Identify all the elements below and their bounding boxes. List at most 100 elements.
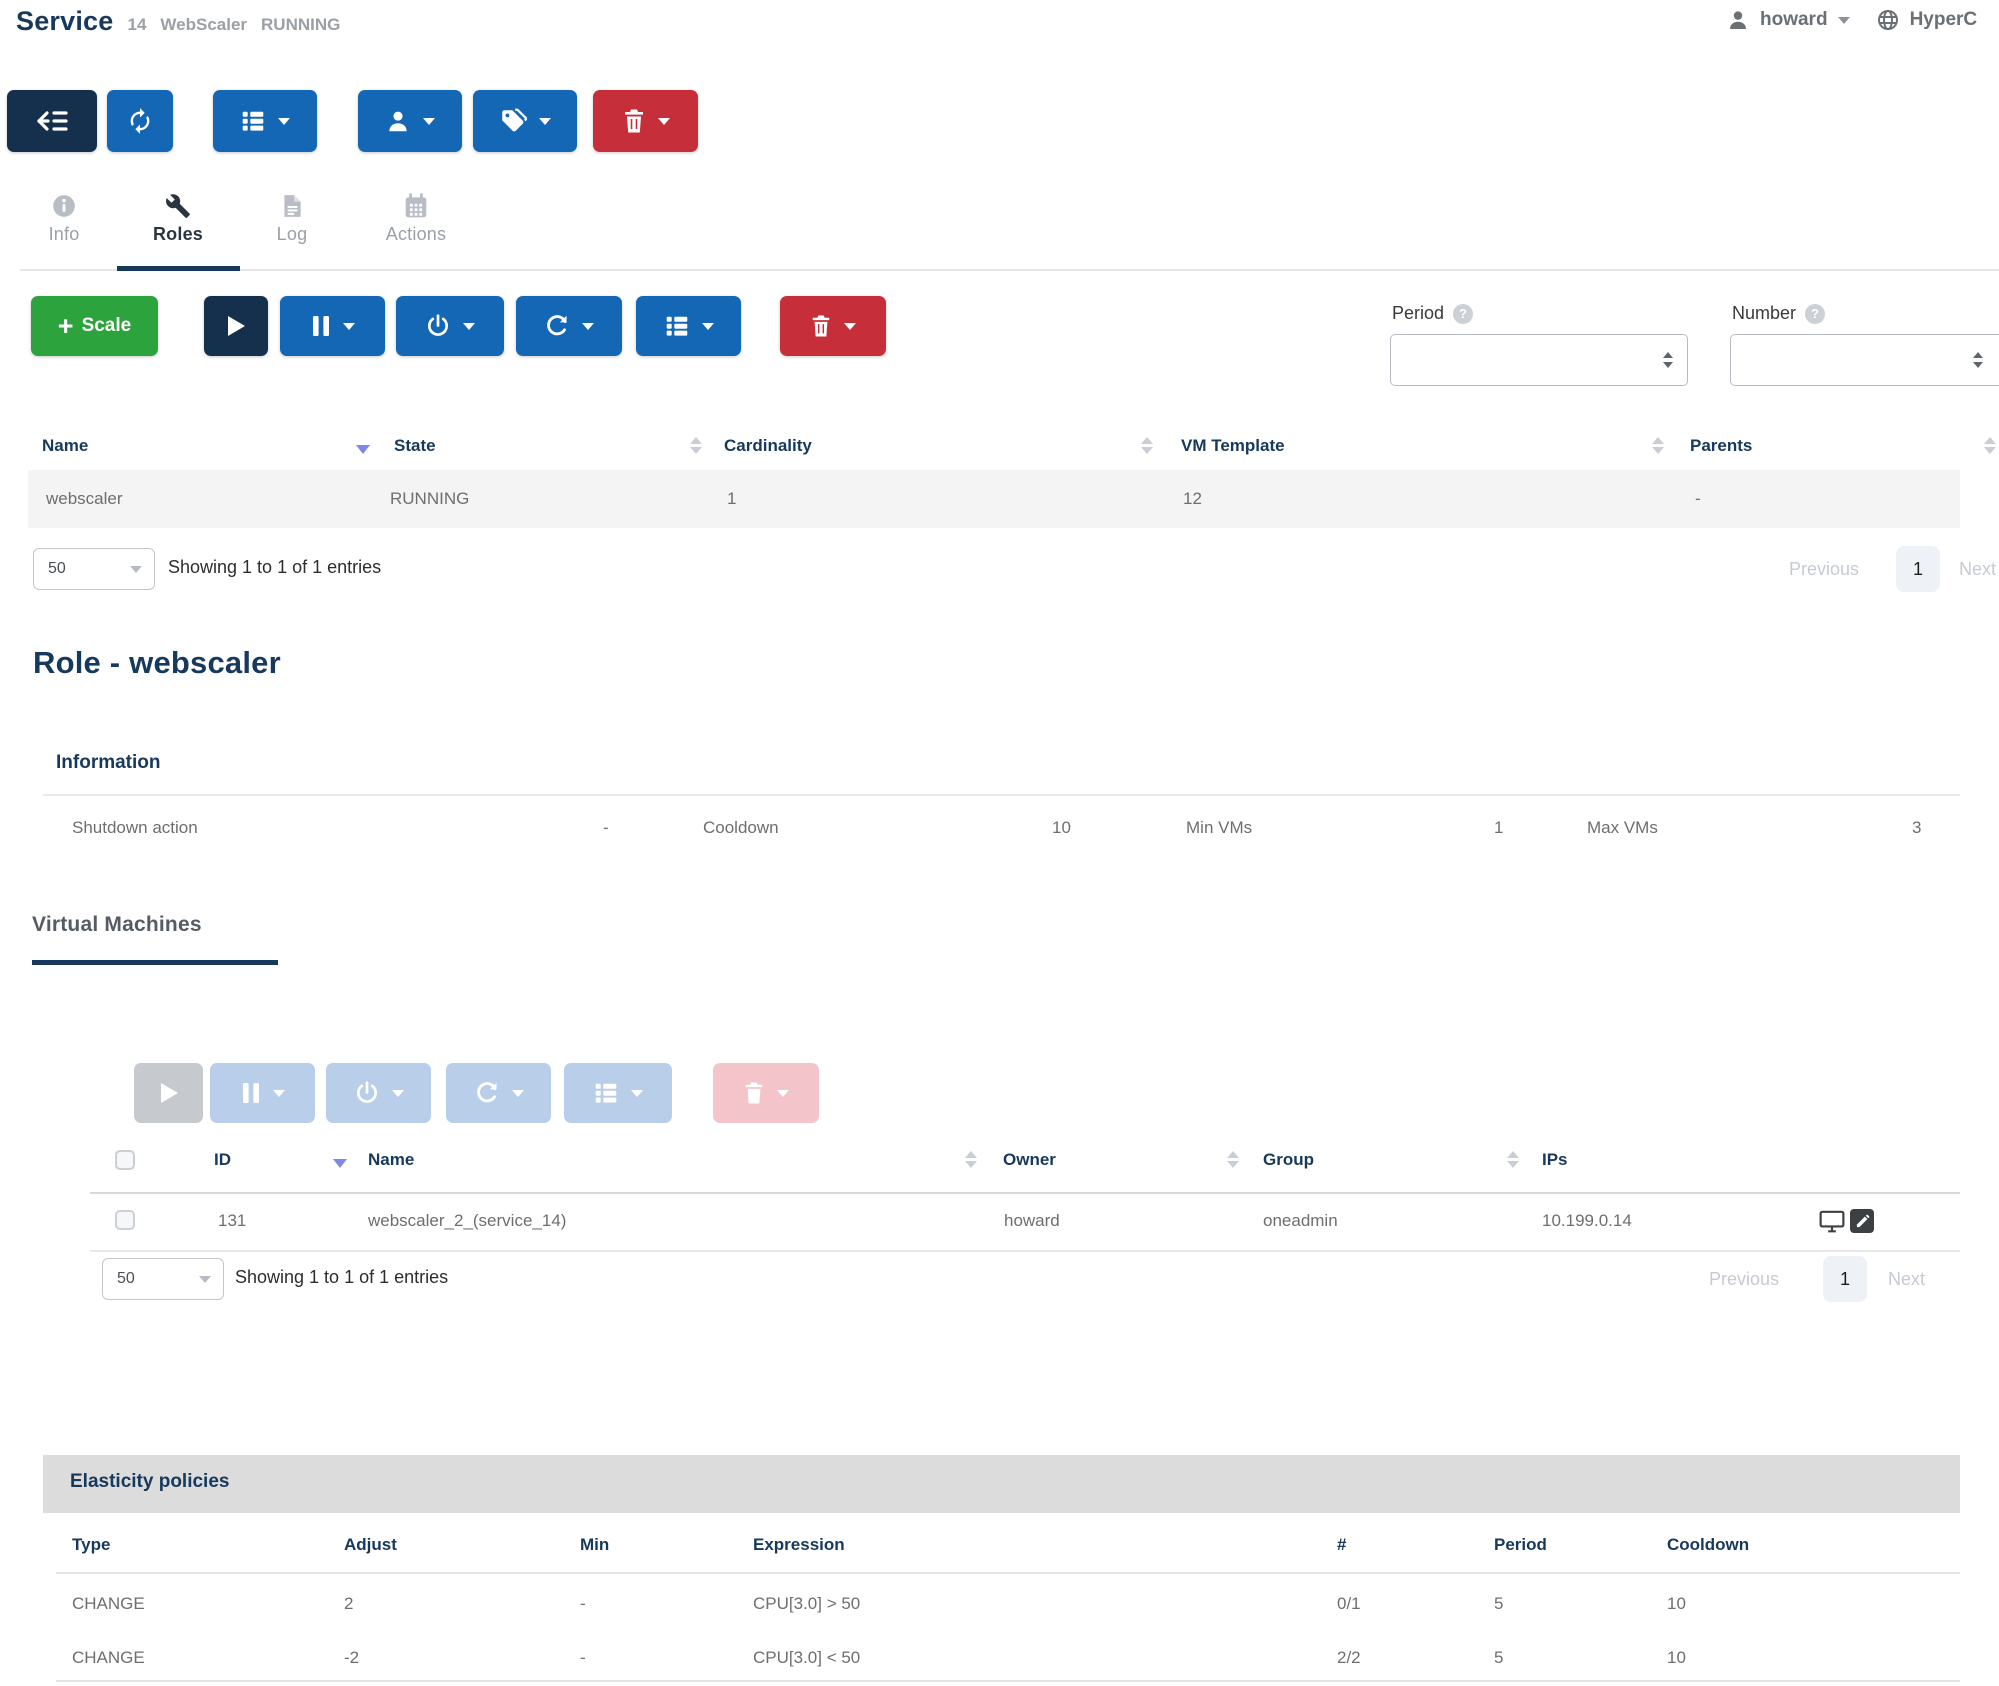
rows-grid-icon bbox=[593, 1080, 619, 1106]
refresh-button[interactable] bbox=[107, 90, 173, 152]
next-page-button[interactable]: Next bbox=[1959, 559, 1997, 579]
chevron-down-icon bbox=[701, 322, 714, 330]
trash-icon bbox=[810, 314, 832, 338]
number-spinner[interactable] bbox=[1973, 352, 1983, 368]
back-to-list-button[interactable] bbox=[7, 90, 97, 152]
page-size-select[interactable]: 50 bbox=[102, 1258, 224, 1300]
column-header-vm-name[interactable]: Name bbox=[368, 1150, 415, 1169]
help-icon[interactable]: ? bbox=[1805, 303, 1826, 324]
vm-list-dropdown-button-2[interactable] bbox=[636, 296, 741, 356]
chevron-down-icon[interactable] bbox=[1837, 16, 1850, 24]
information-title: Information bbox=[56, 752, 161, 773]
play-icon bbox=[225, 314, 247, 338]
info-value-shutdown-action: - bbox=[603, 818, 609, 837]
column-header-vm-template[interactable]: VM Template bbox=[1181, 436, 1285, 455]
page-number-button[interactable]: 1 bbox=[1896, 546, 1940, 592]
role-parents-cell: - bbox=[1695, 489, 1701, 508]
column-header-cardinality[interactable]: Cardinality bbox=[724, 436, 812, 455]
reboot-icon bbox=[474, 1080, 500, 1106]
column-header-ips[interactable]: IPs bbox=[1542, 1150, 1568, 1169]
period-field-label: Period ? bbox=[1392, 303, 1474, 324]
previous-page-button[interactable]: Previous bbox=[1789, 559, 1860, 579]
chevron-down-icon bbox=[844, 322, 856, 330]
role-state-cell: RUNNING bbox=[390, 489, 470, 508]
vm-id-cell: 131 bbox=[218, 1211, 247, 1230]
vm-list-dropdown-button[interactable] bbox=[213, 90, 317, 152]
table-row[interactable]: webscaler RUNNING 1 12 - bbox=[28, 470, 1960, 528]
page-size-select[interactable]: 50 bbox=[33, 548, 155, 590]
column-header-state[interactable]: State bbox=[394, 436, 436, 455]
column-header-id[interactable]: ID bbox=[214, 1150, 231, 1169]
sort-icon[interactable] bbox=[1507, 1151, 1519, 1168]
power-icon bbox=[354, 1080, 380, 1106]
ownership-dropdown-button[interactable] bbox=[358, 90, 462, 152]
play-button[interactable] bbox=[204, 296, 268, 356]
refresh-icon bbox=[126, 107, 154, 135]
row-checkbox[interactable] bbox=[115, 1210, 135, 1230]
pause-dropdown-button[interactable] bbox=[280, 296, 385, 356]
tabs-divider bbox=[20, 269, 1999, 271]
service-name: WebScaler bbox=[160, 15, 248, 34]
policy-adjust-cell: 2 bbox=[344, 1594, 354, 1613]
trash-icon bbox=[743, 1081, 765, 1105]
column-header-cooldown: Cooldown bbox=[1667, 1535, 1750, 1554]
next-page-button[interactable]: Next bbox=[1888, 1269, 1926, 1289]
help-icon[interactable]: ? bbox=[1453, 303, 1474, 324]
policy-min-cell: - bbox=[580, 1648, 586, 1667]
scale-button[interactable]: + Scale bbox=[31, 296, 158, 356]
virtual-machines-title[interactable]: Virtual Machines bbox=[32, 913, 202, 936]
page-number-button[interactable]: 1 bbox=[1823, 1256, 1867, 1302]
sort-icon[interactable] bbox=[1984, 437, 1996, 454]
vm-name-cell: webscaler_2_(service_14) bbox=[368, 1211, 567, 1230]
chevron-down-icon bbox=[777, 1089, 789, 1097]
column-header-owner[interactable]: Owner bbox=[1003, 1150, 1056, 1169]
sort-desc-icon[interactable] bbox=[356, 445, 370, 454]
power-dropdown-button[interactable] bbox=[396, 296, 504, 356]
sort-icon[interactable] bbox=[1227, 1151, 1239, 1168]
active-tab-underline bbox=[117, 266, 240, 271]
chevron-down-icon bbox=[463, 322, 475, 330]
policy-period-cell: 5 bbox=[1494, 1594, 1504, 1613]
table-row: CHANGE -2 - CPU[3.0] < 50 2/2 5 10 bbox=[56, 1638, 1960, 1686]
sort-icon[interactable] bbox=[690, 437, 702, 454]
reboot-icon bbox=[544, 313, 570, 339]
vnc-console-icon[interactable] bbox=[1818, 1208, 1846, 1234]
vm-power-dropdown-disabled bbox=[326, 1063, 431, 1123]
tab-actions[interactable]: Actions bbox=[366, 193, 466, 245]
elasticity-bottom-divider bbox=[56, 1680, 1960, 1682]
info-label-cooldown: Cooldown bbox=[703, 818, 779, 837]
previous-page-button[interactable]: Previous bbox=[1709, 1269, 1780, 1289]
delete-dropdown-button[interactable] bbox=[593, 90, 698, 152]
sort-icon[interactable] bbox=[965, 1151, 977, 1168]
role-delete-dropdown-button[interactable] bbox=[780, 296, 886, 356]
tab-log[interactable]: Log bbox=[250, 193, 334, 245]
period-input[interactable] bbox=[1390, 334, 1688, 386]
number-spinner[interactable] bbox=[1663, 352, 1673, 368]
vm-table-row-divider bbox=[90, 1250, 1960, 1252]
page-size-value: 50 bbox=[117, 1270, 135, 1287]
user-menu[interactable]: howard bbox=[1760, 9, 1828, 30]
edit-icon[interactable] bbox=[1850, 1209, 1874, 1233]
table-row[interactable]: 131 webscaler_2_(service_14) howard onea… bbox=[90, 1194, 1960, 1250]
column-header-name[interactable]: Name bbox=[42, 436, 89, 455]
vm-group-cell: oneadmin bbox=[1263, 1211, 1338, 1230]
sort-icon[interactable] bbox=[1141, 437, 1153, 454]
reboot-dropdown-button[interactable] bbox=[516, 296, 622, 356]
column-header-parents[interactable]: Parents bbox=[1690, 436, 1753, 455]
chevron-down-icon bbox=[657, 117, 670, 125]
zone-menu[interactable]: HyperC bbox=[1909, 9, 1978, 30]
person-icon bbox=[385, 108, 411, 134]
chevron-down-icon bbox=[272, 1089, 285, 1097]
number-input[interactable] bbox=[1730, 334, 1999, 386]
policy-type-cell: CHANGE bbox=[72, 1648, 145, 1667]
select-all-checkbox[interactable] bbox=[115, 1150, 135, 1170]
column-header-group[interactable]: Group bbox=[1263, 1150, 1314, 1169]
tab-info[interactable]: Info bbox=[22, 193, 106, 245]
labels-dropdown-button[interactable] bbox=[473, 90, 577, 152]
sort-desc-icon[interactable] bbox=[333, 1159, 347, 1168]
policy-min-cell: - bbox=[580, 1594, 586, 1613]
tab-roles[interactable]: Roles bbox=[136, 193, 220, 245]
sort-icon[interactable] bbox=[1652, 437, 1664, 454]
column-header-min: Min bbox=[580, 1535, 610, 1554]
elasticity-title: Elasticity policies bbox=[70, 1471, 230, 1492]
